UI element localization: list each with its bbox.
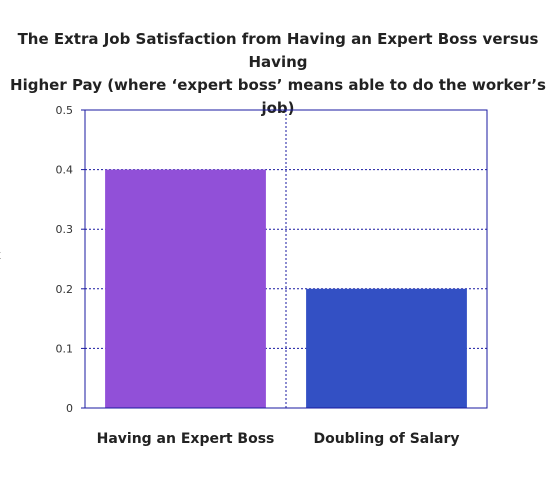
x-axis-categories: Having an Expert Boss Doubling of Salary — [97, 431, 460, 447]
x-category-label-1: Doubling of Salary — [313, 431, 459, 447]
chart-title-line-1: The Extra Job Satisfaction from Having a… — [17, 30, 539, 71]
y-tick-label-0: 0 — [66, 402, 73, 415]
plot-area-frame — [84, 109, 488, 409]
y-tick-label-4: 0.4 — [56, 164, 74, 177]
chart-title: The Extra Job Satisfaction from Having a… — [0, 28, 556, 120]
y-axis-label: x — [0, 248, 1, 262]
bars — [105, 169, 467, 408]
bar-0 — [105, 169, 266, 408]
chart-title-line-2: Higher Pay (where ‘expert boss’ means ab… — [10, 76, 546, 117]
y-axis-ticks: 0 0.1 0.2 0.3 0.4 0.5 — [56, 104, 85, 415]
x-category-label-0: Having an Expert Boss — [97, 431, 275, 447]
y-tick-label-2: 0.2 — [56, 283, 74, 296]
y-tick-label-5: 0.5 — [56, 104, 74, 117]
y-tick-label-1: 0.1 — [56, 342, 74, 355]
gridlines — [85, 110, 487, 408]
y-tick-label-3: 0.3 — [56, 223, 74, 236]
bar-1 — [306, 288, 467, 408]
